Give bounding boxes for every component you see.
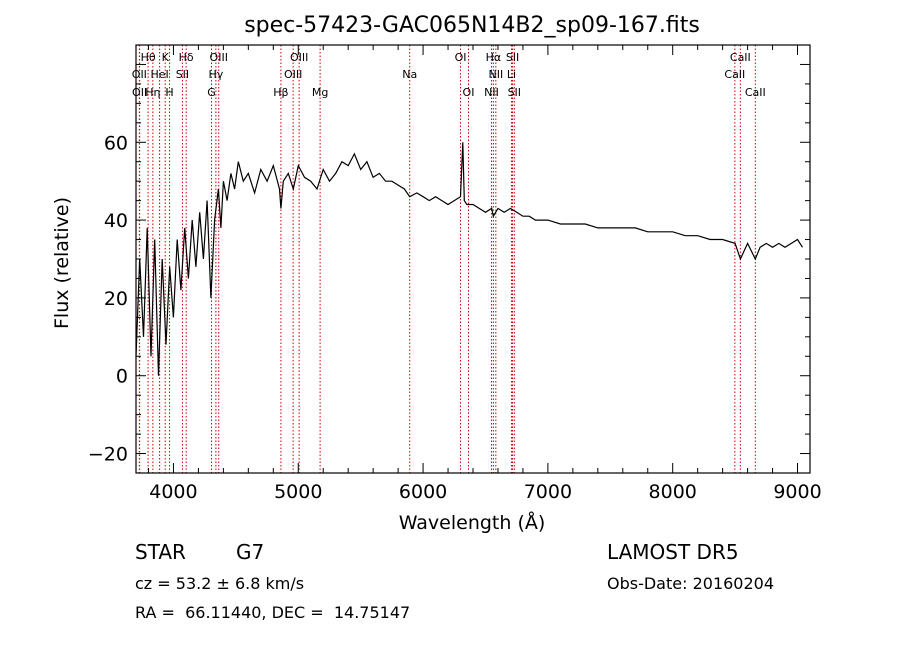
- line-marker-label: OIII: [210, 51, 228, 64]
- spectral-line-markers: [138, 45, 756, 473]
- x-tick-label: 6000: [399, 481, 447, 503]
- line-marker-label: K: [162, 51, 170, 64]
- line-marker-label: Hθ: [141, 51, 156, 64]
- x-axis-label: Wavelength (Å): [399, 511, 546, 534]
- line-marker-label: HeI: [150, 68, 168, 81]
- line-marker-label: NII: [484, 86, 499, 99]
- x-tick-label: 5000: [274, 481, 322, 503]
- spectral-line-labels: Hθ K Hδ OIII OIII OI Hα SII CaII OII HeI SII Hγ OIII N…: [132, 51, 766, 99]
- x-tick-label: 8000: [649, 481, 697, 503]
- line-marker-label: G: [207, 86, 216, 99]
- y-tick-label: −20: [88, 444, 128, 466]
- redshift-velocity: cz = 53.2 ± 6.8 km/s: [135, 574, 305, 593]
- line-marker-label: Li: [507, 68, 516, 81]
- y-tick-label: 0: [116, 366, 128, 388]
- y-tick-label: 40: [104, 210, 128, 232]
- line-marker-label: OIII: [284, 68, 302, 81]
- x-tick-label: 4000: [149, 481, 197, 503]
- line-marker-label: CaII: [745, 86, 766, 99]
- x-axis: 4000 5000 6000 7000 8000 9000: [147, 45, 822, 503]
- line-marker-label: NII: [488, 68, 503, 81]
- line-marker-label: Na: [402, 68, 417, 81]
- object-class: STAR: [135, 540, 186, 564]
- line-marker-label: OII: [132, 68, 147, 81]
- line-marker-label: OI: [455, 51, 467, 64]
- plot-frame: [135, 44, 811, 474]
- line-marker-label: CaII: [730, 51, 751, 64]
- x-tick-label: 7000: [524, 481, 572, 503]
- line-marker-label: OI: [463, 86, 475, 99]
- line-marker-label: Hδ: [179, 51, 194, 64]
- line-marker-label: SII: [508, 86, 521, 99]
- y-axis: −20 0 20 40 60: [88, 63, 810, 466]
- object-subclass: G7: [236, 540, 265, 564]
- line-marker-label: OIII: [290, 51, 308, 64]
- line-marker-label: Hα: [486, 51, 502, 64]
- y-tick-label: 60: [104, 132, 128, 154]
- x-tick-label: 9000: [773, 481, 821, 503]
- survey-name: LAMOST DR5: [607, 540, 739, 564]
- spectrum-series-line: [135, 142, 804, 376]
- line-marker-label: SII: [506, 51, 519, 64]
- line-marker-label: Hβ: [273, 86, 288, 99]
- line-marker-label: SII: [176, 68, 189, 81]
- y-tick-label: 20: [104, 288, 128, 310]
- observation-date: Obs-Date: 20160204: [607, 574, 775, 593]
- line-marker-label: CaII: [724, 68, 745, 81]
- line-marker-label: Hη: [145, 86, 160, 99]
- coordinates: RA = 66.11440, DEC = 14.75147: [135, 603, 411, 622]
- line-marker-label: Hγ: [208, 68, 223, 81]
- y-axis-label: Flux (relative): [51, 197, 73, 329]
- chart-title: spec-57423-GAC065N14B2_sp09-167.fits: [244, 13, 700, 38]
- line-marker-label: H: [165, 86, 173, 99]
- line-marker-label: Mg: [312, 86, 328, 99]
